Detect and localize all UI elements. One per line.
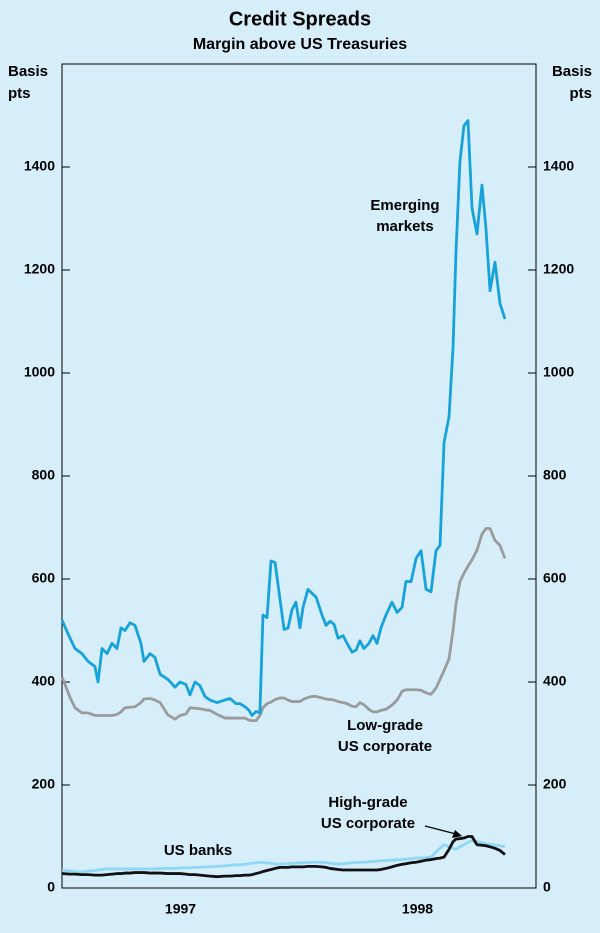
annotation: US banks: [164, 842, 232, 859]
y-tick-label: 400: [32, 673, 56, 689]
y-tick-label: 1200: [24, 261, 55, 277]
annotation: Low-grade: [347, 717, 423, 734]
axis-label-line: Basis: [8, 63, 48, 80]
y2-tick-label: 1400: [543, 158, 574, 174]
y2-tick-label: 1200: [543, 261, 574, 277]
y2-tick-label: 400: [543, 673, 567, 689]
axis-label: Basis pts: [8, 63, 48, 102]
annotation: markets: [376, 218, 434, 235]
y2-tick-label: 0: [543, 879, 551, 895]
y2-tick-label: 200: [543, 776, 567, 792]
axis-label: Basis pts: [552, 63, 592, 102]
annotation: US corporate: [321, 815, 415, 832]
chart-title: Credit Spreads: [229, 8, 371, 30]
axis-label-line: pts: [8, 85, 31, 102]
y2-tick-label: 600: [543, 570, 567, 586]
y-tick-label: 1400: [24, 158, 55, 174]
annotation-arrowhead: [452, 830, 462, 838]
y-tick-label: 0: [47, 879, 55, 895]
y2-tick-label: 1000: [543, 364, 574, 380]
annotation-arrow: [424, 825, 457, 835]
x-tick-label: 1997: [165, 901, 196, 917]
axis-label-line: Basis: [552, 63, 592, 80]
x-tick-label: 1998: [402, 901, 433, 917]
y2-tick-label: 800: [543, 467, 567, 483]
axis-label-line: pts: [570, 85, 593, 102]
series-line: [60, 119, 507, 717]
series-line: [61, 835, 506, 879]
y-tick-label: 200: [32, 776, 56, 792]
plot-frame: [61, 63, 537, 889]
annotation: High-grade: [328, 794, 407, 811]
y-tick-label: 600: [32, 570, 56, 586]
y-tick-label: 800: [32, 467, 56, 483]
chart-subtitle: Margin above US Treasuries: [193, 36, 407, 53]
series-line: [61, 839, 506, 874]
annotation: US corporate: [338, 738, 432, 755]
series-line: [60, 527, 507, 723]
annotation: Emerging: [370, 197, 439, 214]
y-tick-label: 1000: [24, 364, 55, 380]
